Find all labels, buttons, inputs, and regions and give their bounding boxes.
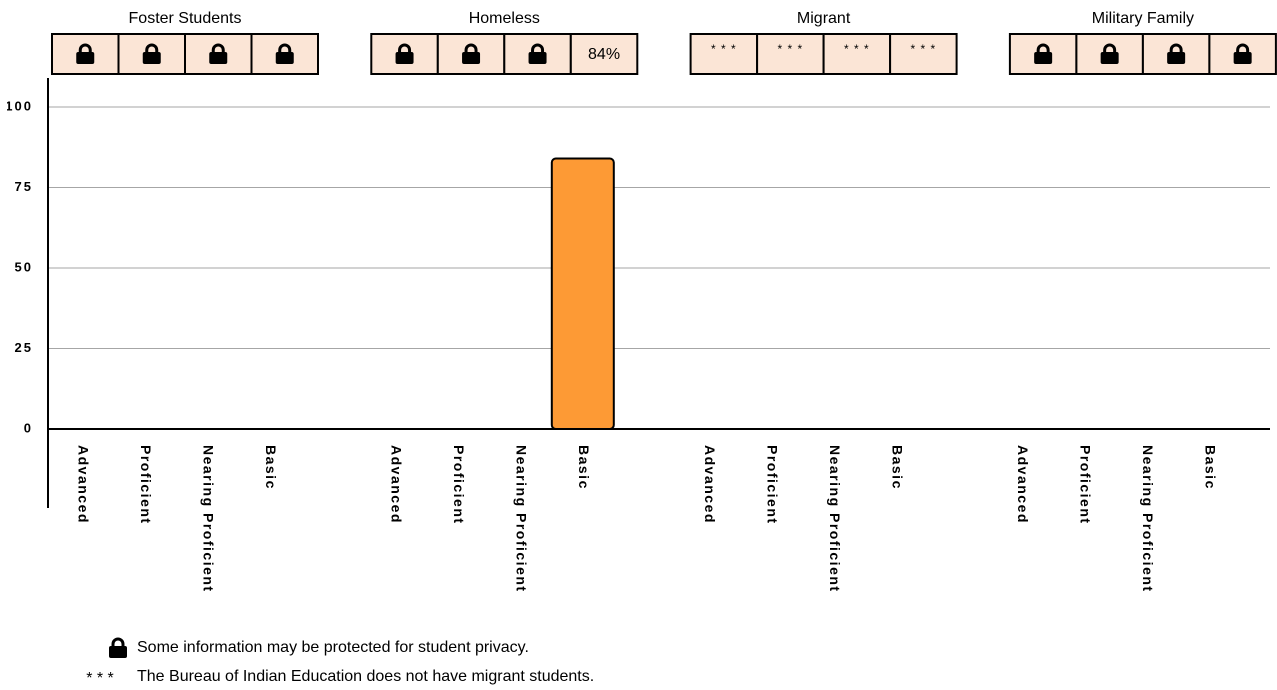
x-tick-label: Advanced bbox=[702, 445, 718, 524]
x-label-wrap: Advanced bbox=[75, 445, 91, 524]
x-tick-label: Basic bbox=[1203, 445, 1219, 490]
x-tick-label: Proficient bbox=[138, 445, 154, 525]
value-label: * * * bbox=[711, 42, 737, 56]
x-tick-label: Advanced bbox=[75, 445, 91, 524]
x-label-wrap: Proficient bbox=[1078, 445, 1094, 525]
y-tick-label: 100 bbox=[5, 98, 33, 113]
x-tick-label: Nearing Proficient bbox=[200, 445, 216, 593]
note-symbol: * * * bbox=[86, 670, 114, 687]
x-label-wrap: Nearing Proficient bbox=[200, 445, 216, 593]
value-label: 84% bbox=[588, 46, 620, 63]
x-label-wrap: Basic bbox=[889, 445, 905, 490]
note: Some information may be protected for st… bbox=[137, 639, 529, 656]
x-tick-label: Proficient bbox=[1078, 445, 1094, 525]
x-tick-label: Proficient bbox=[764, 445, 780, 525]
value-label: * * * bbox=[844, 42, 870, 56]
x-tick-label: Basic bbox=[576, 445, 592, 490]
value-cell bbox=[889, 33, 958, 75]
plot-area: 0 25 50 75 100 Foster Students Advanced Profici… bbox=[5, 10, 1277, 593]
y-tick-label: 75 bbox=[15, 179, 33, 194]
group-title: Foster Students bbox=[129, 10, 242, 27]
group-title: Military Family bbox=[1092, 10, 1194, 27]
x-label-wrap: Proficient bbox=[138, 445, 154, 525]
x-tick-label: Nearing Proficient bbox=[1140, 445, 1156, 593]
x-label-wrap: Advanced bbox=[1015, 445, 1031, 524]
note: The Bureau of Indian Education does not … bbox=[137, 668, 594, 685]
value-cell bbox=[822, 33, 892, 75]
lock-icon bbox=[108, 637, 128, 659]
x-label-wrap: Proficient bbox=[451, 445, 467, 525]
x-label-wrap: Advanced bbox=[702, 445, 718, 524]
x-label-wrap: Basic bbox=[576, 445, 592, 490]
x-label-wrap: Proficient bbox=[764, 445, 780, 525]
x-label-wrap: Basic bbox=[263, 445, 279, 490]
y-tick-label: 50 bbox=[15, 259, 33, 274]
bar bbox=[550, 157, 615, 431]
value-cell bbox=[569, 33, 639, 75]
x-tick-label: Nearing Proficient bbox=[827, 445, 843, 593]
x-tick-label: Nearing Proficient bbox=[514, 445, 530, 593]
x-tick-label: Proficient bbox=[451, 445, 467, 525]
x-label-wrap: Nearing Proficient bbox=[514, 445, 530, 593]
value-cell bbox=[1008, 33, 1078, 75]
y-tick-label: 0 bbox=[24, 420, 33, 435]
y-tick-label: 25 bbox=[15, 340, 33, 355]
x-tick-label: Basic bbox=[263, 445, 279, 490]
x-tick-label: Basic bbox=[889, 445, 905, 490]
x-label-wrap: Advanced bbox=[389, 445, 405, 524]
x-label-wrap: Nearing Proficient bbox=[827, 445, 843, 593]
group-title: Homeless bbox=[469, 10, 540, 27]
x-label-wrap: Basic bbox=[1203, 445, 1219, 490]
x-label-wrap: Nearing Proficient bbox=[1140, 445, 1156, 593]
x-tick-label: Advanced bbox=[1015, 445, 1031, 524]
x-tick-label: Advanced bbox=[389, 445, 405, 524]
value-label: * * * bbox=[778, 42, 804, 56]
group-title: Migrant bbox=[797, 10, 851, 27]
value-label: * * * bbox=[911, 42, 937, 56]
